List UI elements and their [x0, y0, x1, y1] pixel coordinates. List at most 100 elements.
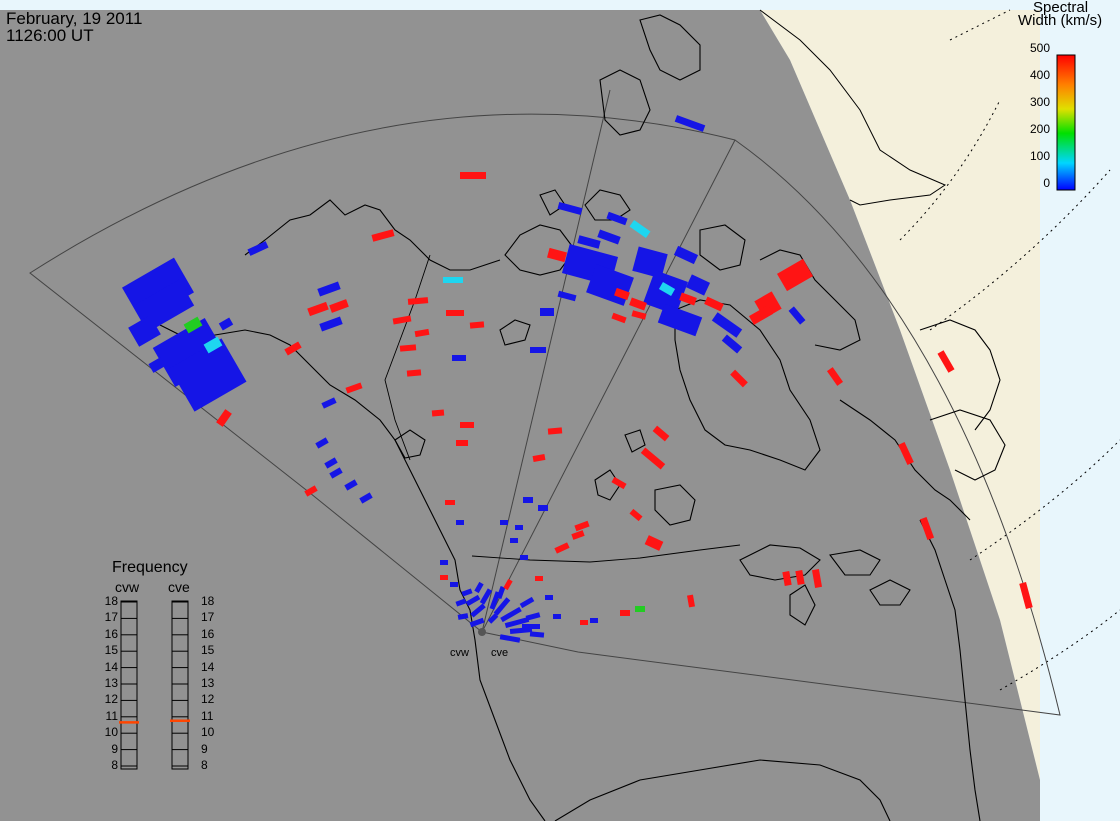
- echo-cell: [658, 282, 676, 296]
- frequency-tick: 14: [104, 659, 118, 674]
- echo-cell: [414, 328, 430, 338]
- echo-cell: [460, 422, 474, 428]
- echo-cell: [474, 581, 484, 594]
- echo-cell: [538, 505, 548, 511]
- echo-cell: [519, 596, 535, 609]
- frequency-tick: 10: [104, 725, 118, 740]
- colorbar-title-line1: Spectral: [1033, 0, 1089, 16]
- frequency-tick: 18: [104, 594, 118, 608]
- echo-cell: [371, 229, 395, 242]
- echo-cell: [657, 303, 703, 337]
- echo-cell: [457, 613, 469, 620]
- spectral-width-colorbar: [1056, 54, 1076, 191]
- echo-cell: [522, 624, 540, 629]
- echo-cell: [632, 246, 668, 279]
- echo-cell: [547, 427, 563, 435]
- echo-cell: [203, 336, 223, 354]
- echo-cell: [679, 292, 697, 306]
- echo-cell: [479, 588, 493, 605]
- echo-cell: [590, 618, 598, 623]
- echo-cell: [673, 245, 699, 265]
- echo-cell: [721, 334, 743, 354]
- colorbar-tick: 200: [1029, 122, 1050, 136]
- frequency-tick: 9: [111, 741, 118, 756]
- echo-cell: [469, 617, 485, 628]
- echo-cell: [795, 569, 805, 586]
- echo-cell: [811, 569, 823, 588]
- frequency-tick: 10: [201, 725, 215, 740]
- echo-cell: [315, 437, 329, 449]
- echo-cell: [496, 586, 506, 599]
- time-label: 1126:00 UT: [6, 26, 94, 45]
- echo-cell: [247, 241, 269, 256]
- colorbar-ticks: 500 400 300 200 100 0: [1010, 42, 1050, 192]
- echo-cell: [629, 219, 651, 239]
- echo-cell: [704, 296, 724, 312]
- echo-cell: [431, 409, 445, 417]
- frequency-tick: 16: [104, 626, 118, 641]
- frequency-tick: 13: [104, 676, 118, 690]
- echo-cell: [547, 247, 567, 263]
- echo-cell: [898, 442, 914, 465]
- echo-cell: [685, 274, 711, 296]
- frequency-tick: 16: [201, 626, 215, 641]
- echo-cell: [399, 344, 417, 352]
- echo-cell: [183, 316, 203, 334]
- echo-cell: [456, 440, 468, 446]
- echo-cell: [937, 350, 955, 373]
- echo-cell: [487, 613, 499, 624]
- echo-cell: [319, 316, 343, 332]
- frequency-tick: 15: [104, 643, 118, 658]
- echo-cell: [446, 310, 464, 316]
- frequency-tick: 8: [111, 758, 118, 772]
- echo-cell: [304, 485, 318, 497]
- echo-cell: [148, 357, 166, 373]
- echo-cell: [493, 597, 511, 616]
- echo-cell: [577, 235, 601, 249]
- echo-cell: [614, 287, 630, 301]
- echo-cell: [128, 315, 161, 347]
- echo-cell: [711, 312, 743, 338]
- echo-cell: [635, 606, 645, 612]
- latitude-grid: [899, 9, 1120, 691]
- echo-cell: [218, 317, 234, 331]
- echo-cell: [470, 603, 486, 618]
- echo-cell: [440, 560, 448, 565]
- twilight-land-band: [760, 10, 1040, 780]
- cvw-column-label: cvw: [115, 579, 140, 595]
- echo-cell: [359, 492, 373, 504]
- frequency-tick: 11: [201, 708, 214, 723]
- echo-cell: [782, 570, 792, 587]
- echo-cell: [629, 297, 647, 311]
- echo-cell: [777, 258, 813, 292]
- echo-cell: [1019, 582, 1033, 609]
- echo-cell: [629, 508, 643, 522]
- date-label: February, 19 2011: [6, 9, 143, 28]
- echo-cell: [571, 530, 585, 540]
- echo-cell: [406, 369, 422, 377]
- echo-cell: [456, 520, 464, 525]
- radar-site-marker: [478, 628, 486, 636]
- echo-cell: [554, 542, 570, 554]
- echo-cell: [631, 310, 647, 320]
- echo-cell: [503, 578, 513, 591]
- echo-cell: [329, 299, 349, 313]
- radar-echoes: [122, 115, 1033, 643]
- echo-cell: [500, 520, 508, 525]
- echo-cell: [545, 595, 553, 600]
- echo-cell: [329, 467, 343, 479]
- echo-cell: [520, 555, 528, 560]
- echo-cell: [620, 610, 630, 616]
- frequency-tick: 12: [201, 692, 215, 707]
- echo-cell: [440, 575, 448, 580]
- radar-site-label-cvw: cvw: [450, 647, 469, 659]
- radar-site-label-cve: cve: [491, 647, 509, 659]
- echo-cell: [530, 347, 546, 353]
- echo-cell: [574, 520, 590, 532]
- frequency-tick: 8: [201, 758, 208, 772]
- echo-cell: [445, 500, 455, 505]
- echo-cell: [644, 535, 664, 551]
- echo-cell: [525, 612, 541, 621]
